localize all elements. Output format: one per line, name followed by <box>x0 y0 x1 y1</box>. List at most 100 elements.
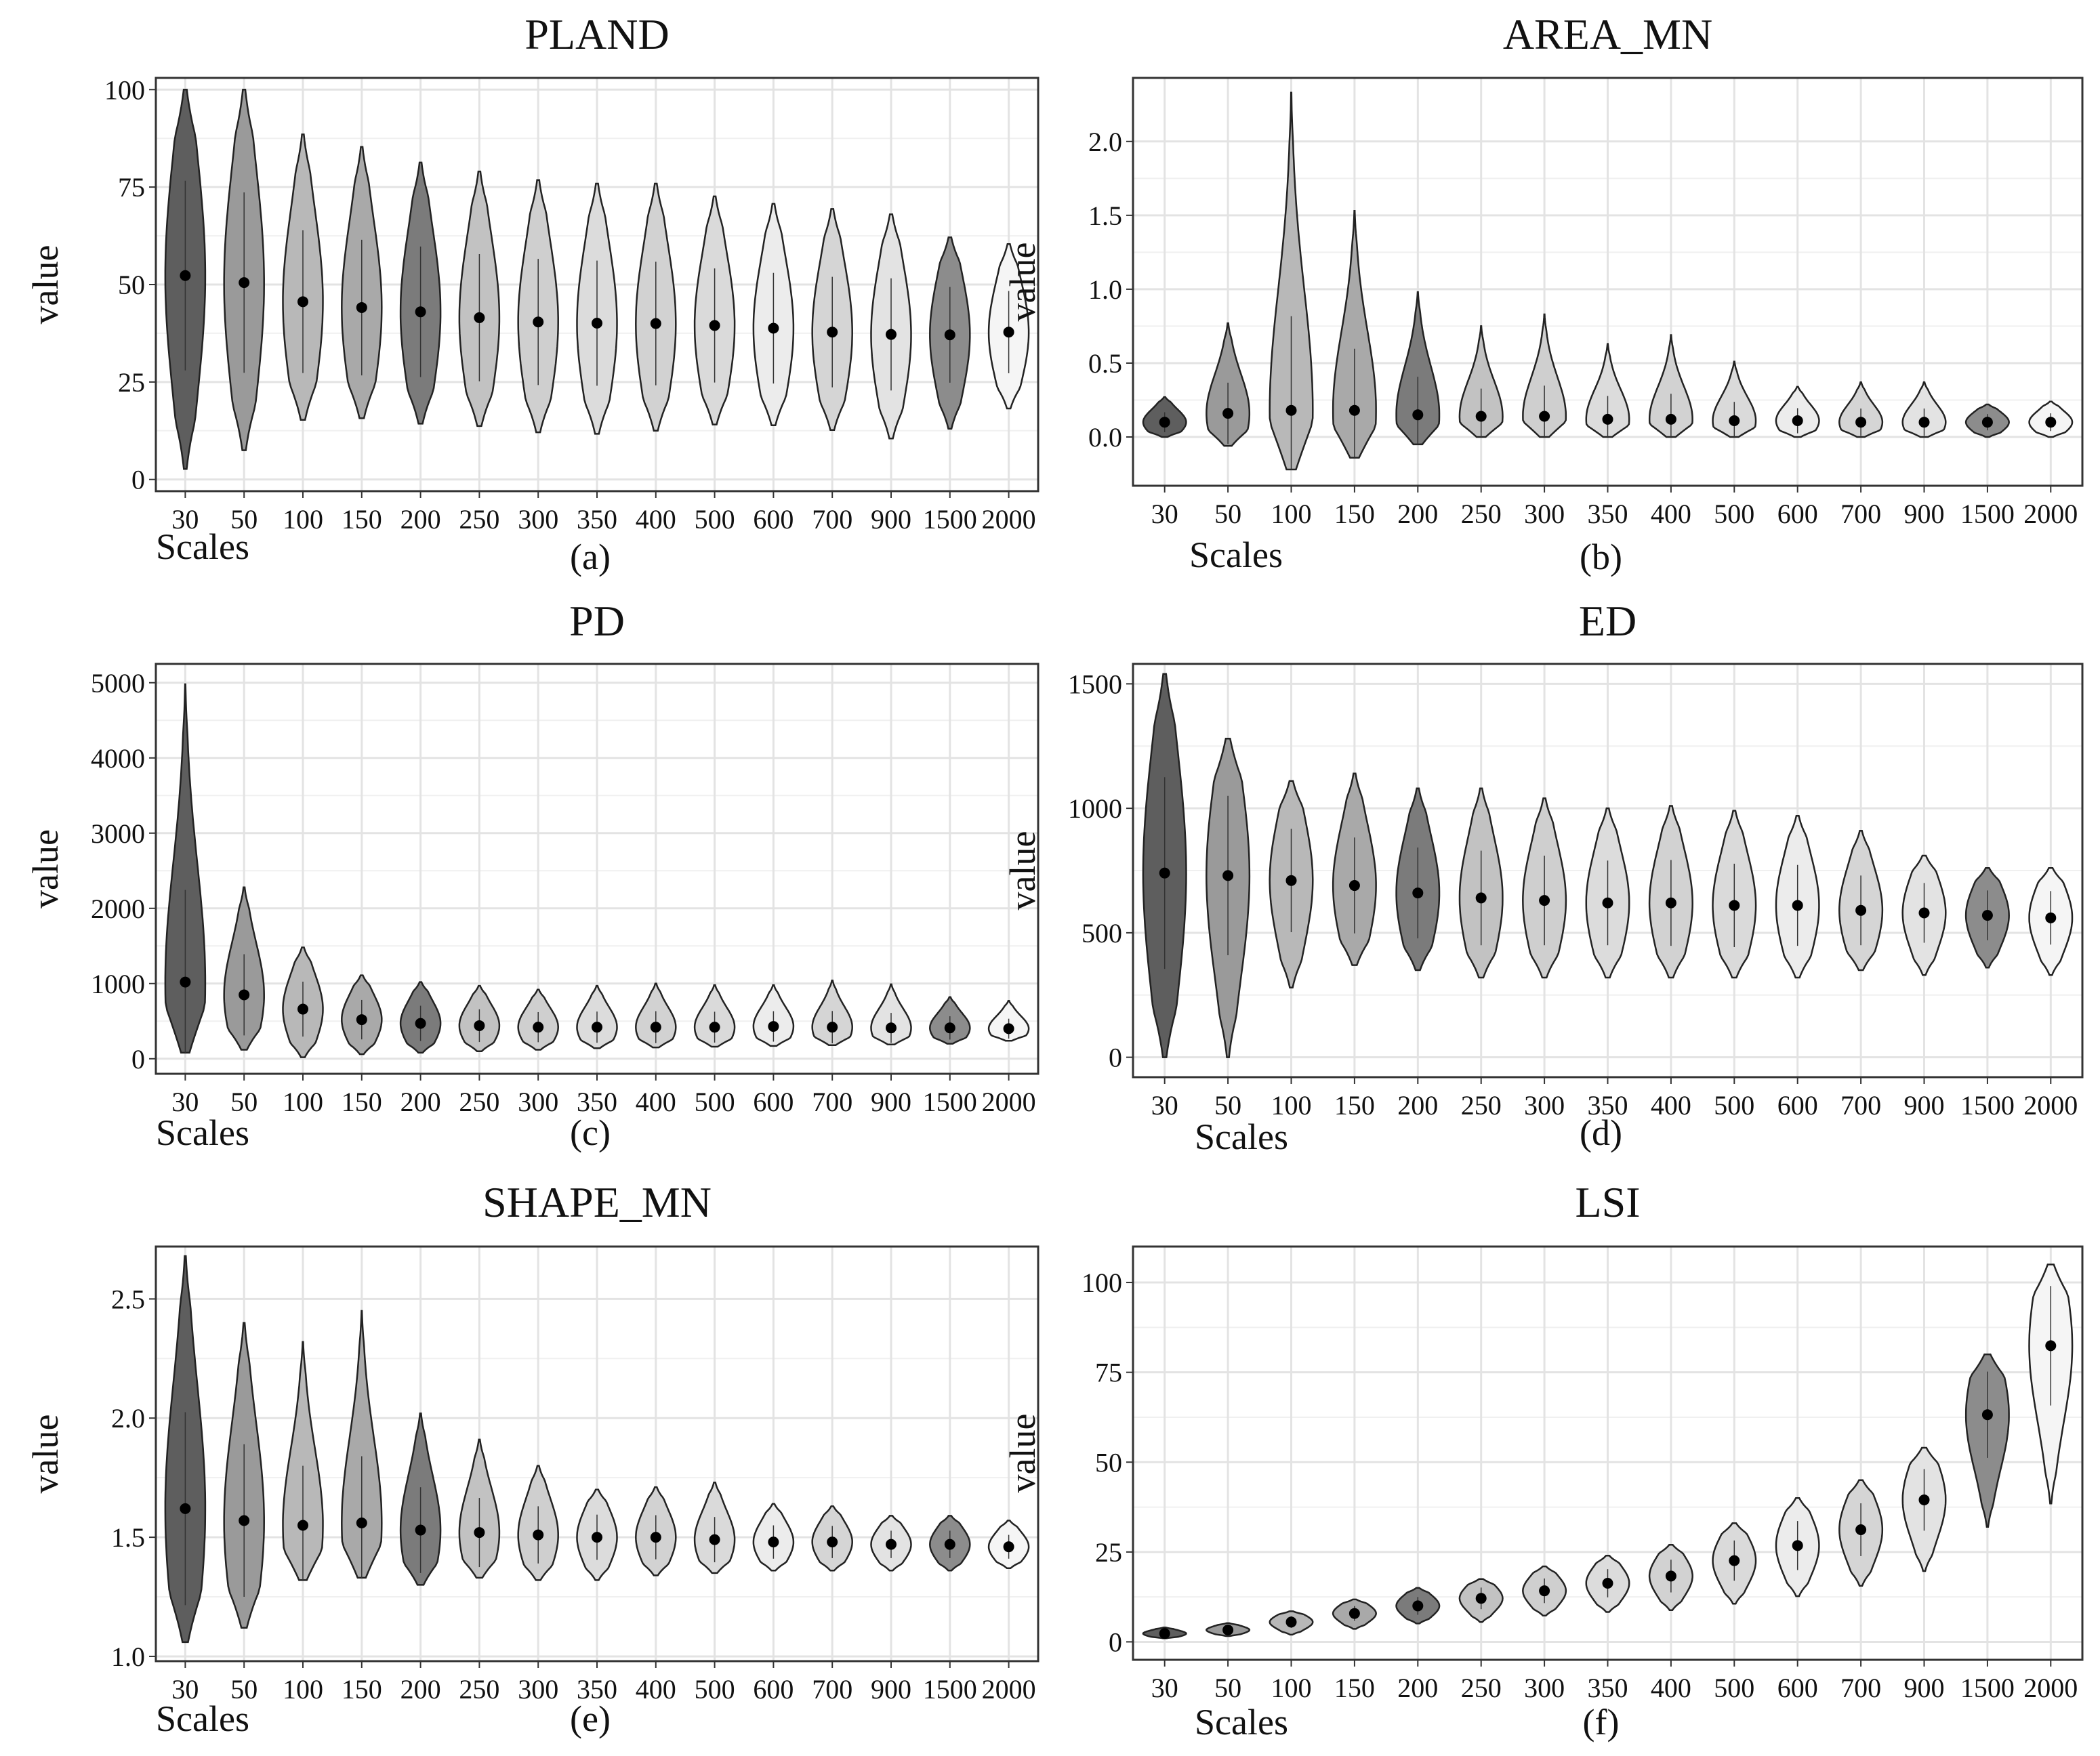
x-tick-label: 900 <box>871 1087 911 1117</box>
x-tick-label: 300 <box>518 1674 558 1705</box>
x-tick-label: 150 <box>1334 1090 1375 1121</box>
y-tick-label: 1.0 <box>111 1642 145 1672</box>
x-tick-label: 500 <box>695 504 735 535</box>
x-tick-label: 600 <box>753 504 794 535</box>
mean-point <box>1918 1494 1930 1505</box>
mean-point <box>944 329 955 341</box>
x-tick-label: 30 <box>171 504 199 535</box>
x-tick-label: 250 <box>459 1674 499 1705</box>
panel-border <box>1132 1245 2084 1661</box>
x-tick-label: 600 <box>753 1674 794 1705</box>
y-tick-label: 100 <box>1082 1268 1122 1298</box>
mean-point <box>650 1532 661 1543</box>
mean-point <box>886 329 897 340</box>
x-tick-label: 50 <box>230 504 258 535</box>
panel-f: LSI 0 25 50 75 100 30 50 100 150 200 250 300 350 400 50… <box>1002 1178 2084 1742</box>
x-tick-label: 50 <box>1214 1673 1241 1703</box>
x-tick-label: 1500 <box>1960 1673 2015 1703</box>
mean-point <box>709 1534 720 1545</box>
y-tick-label: 50 <box>118 270 145 300</box>
x-tick-label: 30 <box>1151 1090 1178 1121</box>
x-tick-label: 100 <box>1271 499 1312 529</box>
x-tick-label: 100 <box>283 1674 323 1705</box>
panel-title: AREA_MN <box>1503 10 1712 58</box>
x-tick-label: 900 <box>871 1674 911 1705</box>
x-tick-label: 350 <box>1588 499 1628 529</box>
mean-point <box>180 976 191 988</box>
mean-point <box>180 1503 191 1514</box>
mean-point <box>1348 404 1360 416</box>
mean-point <box>592 317 602 329</box>
violin-shape <box>1648 334 1693 438</box>
y-tick-label: 0 <box>1109 1627 1122 1657</box>
y-tick-label: 1000 <box>91 969 145 999</box>
y-tick-label: 75 <box>1095 1358 1122 1388</box>
mean-point <box>1285 875 1297 886</box>
subfigure-label: (a) <box>570 537 611 577</box>
y-tick-label: 1.5 <box>111 1522 145 1553</box>
mean-point <box>1222 870 1234 881</box>
x-tick-label: 250 <box>1461 1673 1502 1703</box>
x-tick-label: 250 <box>1461 1090 1502 1121</box>
panel-title: PLAND <box>524 10 669 58</box>
x-tick-label: 200 <box>1397 499 1438 529</box>
x-tick-label: 30 <box>171 1674 199 1705</box>
violin-shape <box>1269 91 1314 471</box>
x-tick-label: 400 <box>1651 1673 1691 1703</box>
x-tick-label: 300 <box>518 1087 558 1117</box>
mean-point <box>356 301 367 313</box>
y-tick-label: 1.5 <box>1088 201 1122 231</box>
mean-point <box>533 316 544 328</box>
y-tick-label: 50 <box>1095 1447 1122 1478</box>
x-tick-label: 350 <box>1588 1673 1628 1703</box>
mean-point <box>1159 1628 1170 1639</box>
mean-point <box>1348 880 1360 892</box>
x-tick-label: 2000 <box>982 1674 1036 1705</box>
x-tick-label: 100 <box>283 504 323 535</box>
mean-point <box>2045 912 2057 923</box>
x-axis-label: Scales <box>156 1698 249 1739</box>
mean-point <box>1285 404 1297 416</box>
y-tick-label: 3000 <box>91 818 145 849</box>
mean-point <box>1348 1608 1360 1619</box>
mean-point <box>650 1022 661 1033</box>
panel-e: SHAPE_MN 1.0 1.5 2.0 2.5 30 50 100 150 200 250 300 3… <box>25 1178 1039 1739</box>
x-tick-label: 150 <box>1334 499 1375 529</box>
y-tick-label: 1000 <box>1068 793 1122 824</box>
mean-point <box>1729 1555 1740 1566</box>
violin-shape <box>1458 325 1504 438</box>
x-tick-label: 600 <box>753 1087 794 1117</box>
mean-point <box>1729 900 1740 911</box>
x-tick-label: 900 <box>1904 1673 1945 1703</box>
mean-point <box>1539 1585 1550 1597</box>
x-tick-label: 2000 <box>2023 1673 2078 1703</box>
panel-border <box>155 663 1039 1075</box>
mean-point <box>1855 1524 1867 1535</box>
x-tick-label: 350 <box>577 1087 617 1117</box>
mean-point <box>1475 411 1487 422</box>
mean-point <box>944 1022 955 1034</box>
mean-point <box>1665 413 1676 425</box>
mean-point <box>768 322 779 334</box>
violin-shape <box>1395 291 1441 446</box>
panel-a: PLAND 0 25 50 75 100 30 50 100 150 200 250 300 350 400… <box>25 10 1039 577</box>
x-tick-label: 600 <box>1777 1673 1818 1703</box>
mean-point <box>1285 1616 1297 1628</box>
mean-point <box>1665 1570 1676 1582</box>
mean-point <box>1602 897 1613 908</box>
violin-shape <box>1712 360 1757 438</box>
mean-point <box>533 1022 544 1033</box>
x-tick-label: 2000 <box>2023 1090 2078 1121</box>
x-tick-label: 900 <box>1904 499 1945 529</box>
mean-point <box>886 1539 897 1550</box>
y-tick-label: 0.0 <box>1088 422 1122 453</box>
x-tick-label: 50 <box>1214 499 1241 529</box>
violin-shape <box>341 1310 383 1579</box>
mean-point <box>415 306 426 318</box>
mean-point <box>1855 904 1867 916</box>
x-tick-label: 600 <box>1777 499 1818 529</box>
y-axis-label: value <box>1002 831 1043 911</box>
mean-point <box>768 1021 779 1032</box>
x-tick-label: 300 <box>518 504 558 535</box>
